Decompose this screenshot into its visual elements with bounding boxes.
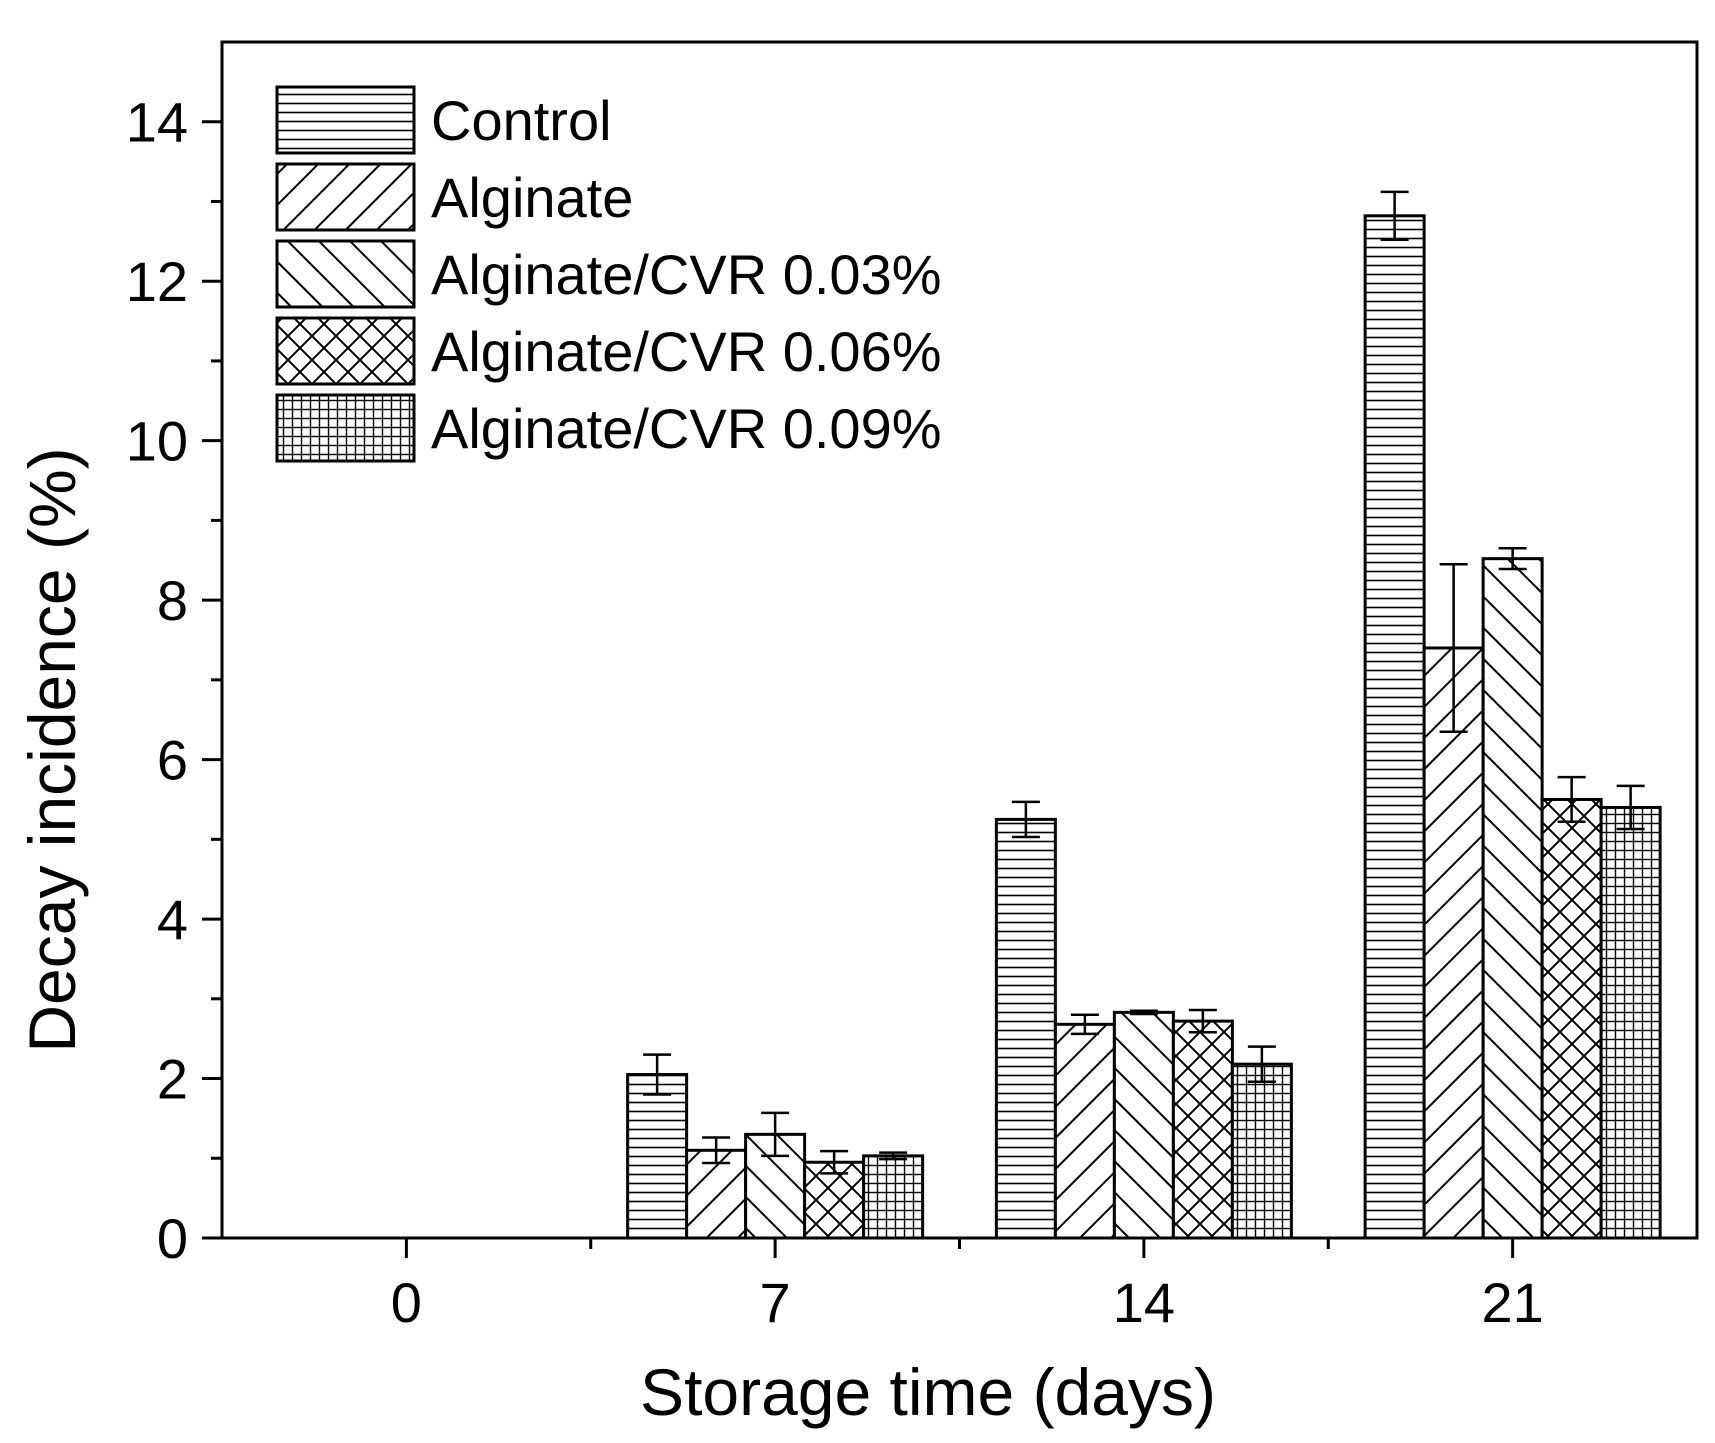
bar — [1053, 1022, 1116, 1240]
x-tick-label: 14 — [1113, 1271, 1175, 1334]
legend-swatch — [275, 162, 416, 232]
y-tick-label: 10 — [126, 410, 188, 473]
bar — [1481, 557, 1544, 1240]
bars — [626, 190, 1662, 1240]
legend-label: Control — [431, 89, 612, 152]
bar — [685, 1148, 748, 1240]
bar — [1363, 214, 1426, 1240]
legend-label: Alginate — [431, 166, 633, 229]
y-tick-label: 4 — [157, 888, 188, 951]
legend-swatch — [275, 316, 416, 386]
x-tick-label: 21 — [1481, 1271, 1543, 1334]
bar — [862, 1154, 925, 1240]
y-tick-label: 12 — [126, 250, 188, 313]
bar — [1230, 1062, 1293, 1240]
legend-swatch — [275, 393, 416, 463]
legend-swatch — [275, 85, 416, 155]
bar — [1540, 797, 1603, 1240]
legend-swatch — [275, 239, 416, 309]
legend-label: Alginate/CVR 0.09% — [431, 397, 942, 460]
y-tick-label: 2 — [157, 1048, 188, 1111]
y-tick-label: 0 — [157, 1207, 188, 1270]
bar — [1171, 1019, 1234, 1240]
x-tick-label: 0 — [391, 1271, 422, 1334]
legend: Control Alginate Alginate/CVR 0.03% Alginat… — [275, 85, 942, 463]
legend-label: Alginate/CVR 0.03% — [431, 243, 942, 306]
y-tick-label: 8 — [157, 569, 188, 632]
y-axis-title: Decay incidence (%) — [15, 447, 89, 1052]
x-tick-label: 7 — [760, 1271, 791, 1334]
bar — [803, 1160, 866, 1240]
x-axis: 0 7 14 21 — [391, 1238, 1544, 1334]
bar — [626, 1073, 689, 1240]
y-tick-label: 6 — [157, 729, 188, 792]
y-axis: 0 2 4 6 8 10 12 14 — [126, 91, 222, 1270]
bar — [1112, 1010, 1175, 1240]
x-axis-title: Storage time (days) — [640, 1355, 1216, 1429]
y-tick-label: 14 — [126, 91, 188, 154]
legend-label: Alginate/CVR 0.06% — [431, 320, 942, 383]
bar — [1422, 646, 1485, 1240]
bar — [1599, 805, 1662, 1240]
bar — [994, 817, 1057, 1240]
